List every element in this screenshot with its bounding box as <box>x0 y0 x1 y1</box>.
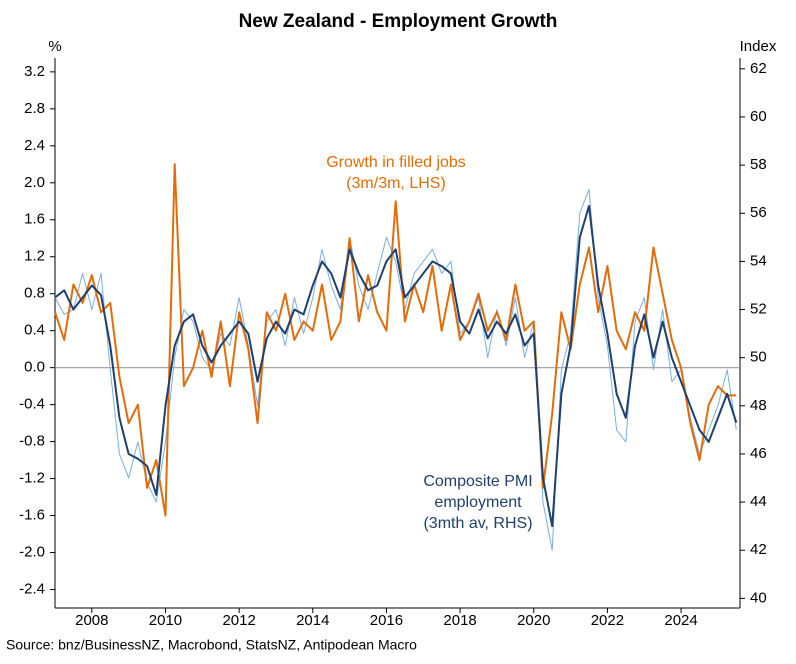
x-tick-label: 2008 <box>75 612 108 629</box>
y2-tick-label: 54 <box>750 252 767 269</box>
annotation: (3m/3m, LHS) <box>346 175 446 192</box>
y2-tick-label: 44 <box>750 493 767 510</box>
y2-tick-label: 52 <box>750 301 767 318</box>
y-tick-label: -0.8 <box>19 433 45 450</box>
x-tick-label: 2018 <box>443 612 476 629</box>
annotation: Composite PMI <box>423 473 532 490</box>
annotation: employment <box>434 494 522 511</box>
x-tick-label: 2016 <box>370 612 403 629</box>
y-tick-label: 0.8 <box>24 285 45 302</box>
y2-tick-label: 40 <box>750 589 767 606</box>
y-tick-label: 2.0 <box>24 174 45 191</box>
series-line <box>54 188 737 551</box>
chart-title: New Zealand - Employment Growth <box>239 11 558 32</box>
y2-axis-label: Index <box>740 38 777 55</box>
annotation: (3mth av, RHS) <box>423 515 532 532</box>
y-tick-label: -1.6 <box>19 507 45 524</box>
y2-tick-label: 48 <box>750 397 767 414</box>
x-tick-label: 2024 <box>664 612 697 629</box>
y-tick-label: 1.6 <box>24 211 45 228</box>
y2-tick-label: 56 <box>750 204 767 221</box>
y-tick-label: 0.0 <box>24 359 45 376</box>
x-tick-label: 2022 <box>591 612 624 629</box>
x-tick-label: 2012 <box>222 612 255 629</box>
series-line <box>54 163 737 517</box>
source-note: Source: bnz/BusinessNZ, Macrobond, Stats… <box>6 637 417 653</box>
x-tick-label: 2020 <box>517 612 550 629</box>
y-tick-label: -0.4 <box>19 396 45 413</box>
x-tick-label: 2010 <box>149 612 182 629</box>
y-tick-label: 3.2 <box>24 63 45 80</box>
y2-tick-label: 46 <box>750 445 767 462</box>
y-tick-label: -2.0 <box>19 544 45 561</box>
y-tick-label: -2.4 <box>19 580 45 597</box>
y2-tick-label: 58 <box>750 156 767 173</box>
annotation: Growth in filled jobs <box>326 154 466 171</box>
y2-tick-label: 42 <box>750 541 767 558</box>
series-line <box>54 205 738 528</box>
x-tick-label: 2014 <box>296 612 329 629</box>
y2-tick-label: 60 <box>750 108 767 125</box>
y-tick-label: 2.8 <box>24 100 45 117</box>
y-tick-label: -1.2 <box>19 470 45 487</box>
y-tick-label: 0.4 <box>24 322 45 339</box>
y-tick-label: 1.2 <box>24 248 45 265</box>
y2-tick-label: 50 <box>750 349 767 366</box>
y-axis-label: % <box>48 38 61 55</box>
y-tick-label: 2.4 <box>24 137 45 154</box>
y2-tick-label: 62 <box>750 60 767 77</box>
